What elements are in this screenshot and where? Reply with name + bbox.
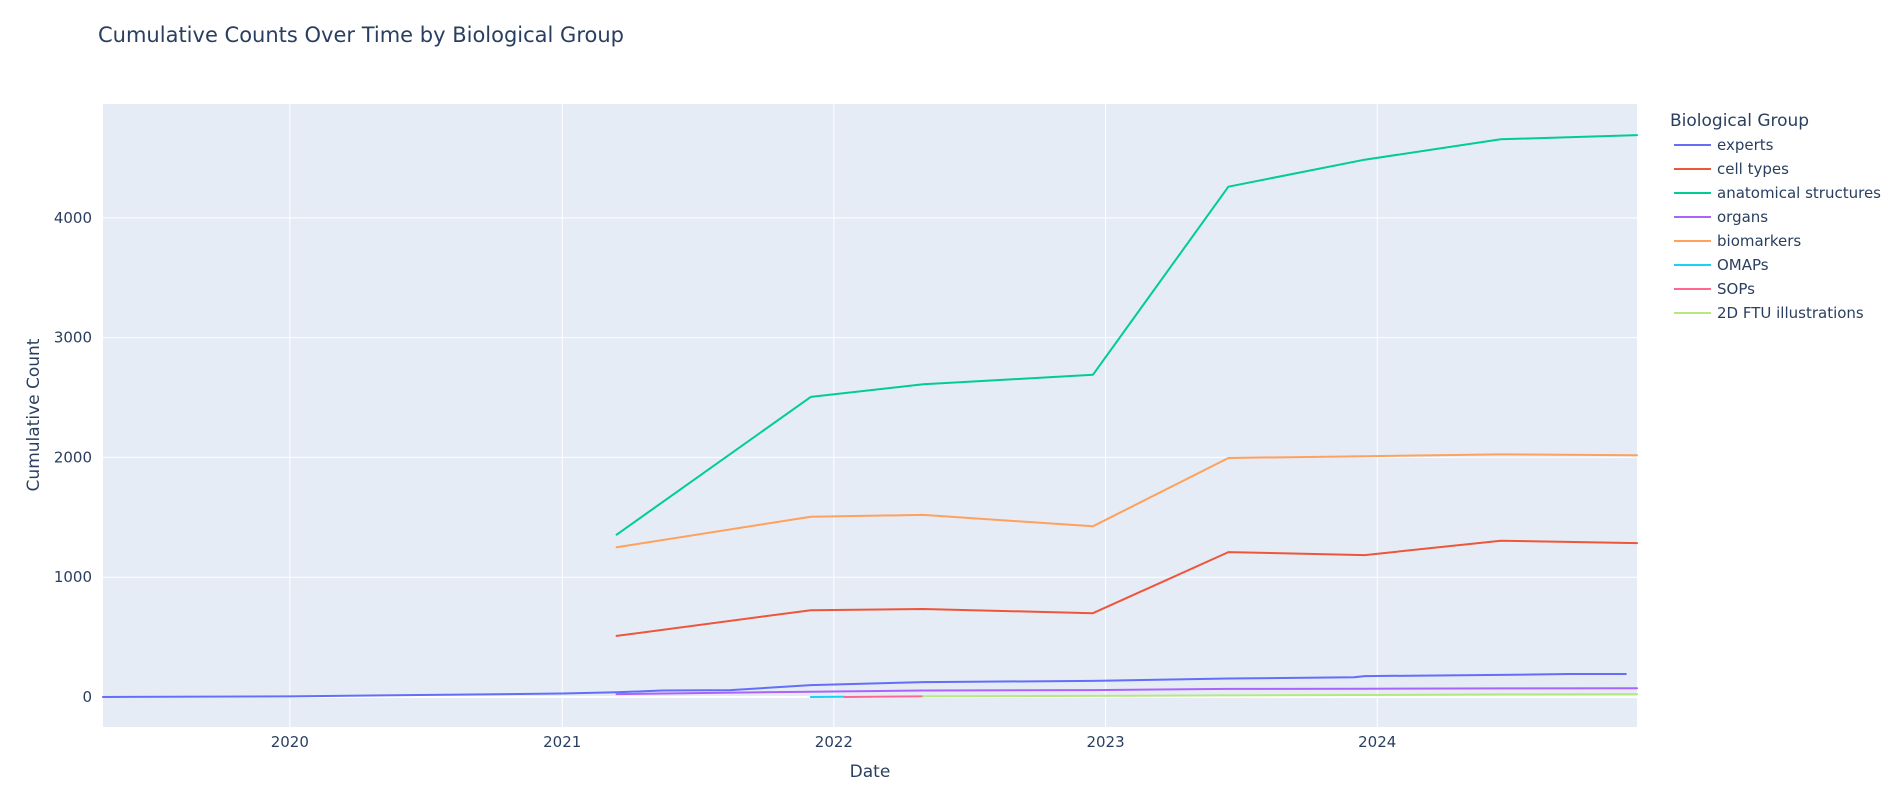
legend-item[interactable]: 2D FTU illustrations xyxy=(1674,304,1864,322)
y-tick-label: 4000 xyxy=(54,209,92,227)
y-tick-label: 1000 xyxy=(54,568,92,586)
legend-items[interactable]: experts cell types anatomical structures or… xyxy=(1674,136,1881,322)
x-tick-label: 2020 xyxy=(271,733,309,751)
y-tick-label: 3000 xyxy=(54,329,92,347)
series-line-sops[interactable] xyxy=(843,695,925,698)
x-tick-label: 2022 xyxy=(815,733,853,751)
series-line-2d-ftu-illustrations[interactable] xyxy=(922,693,1638,698)
legend-title: Biological Group xyxy=(1670,111,1809,131)
x-tick-label: 2024 xyxy=(1358,733,1396,751)
legend-item[interactable]: biomarkers xyxy=(1674,232,1801,250)
series-line-biomarkers[interactable] xyxy=(615,453,1638,549)
legend-label: OMAPs xyxy=(1717,256,1769,274)
legend-item[interactable]: SOPs xyxy=(1674,280,1755,298)
legend-item[interactable]: cell types xyxy=(1674,160,1789,178)
series-line-organs[interactable] xyxy=(615,687,1638,696)
legend-label: experts xyxy=(1717,136,1774,154)
legend[interactable]: Biological Group experts cell types anatom… xyxy=(1670,111,1881,322)
y-axis-title: Cumulative Count xyxy=(24,338,44,491)
legend-label: SOPs xyxy=(1717,280,1755,298)
x-axis-title: Date xyxy=(850,762,891,782)
x-tick-label: 2021 xyxy=(543,733,581,751)
legend-label: organs xyxy=(1717,208,1768,226)
x-tick-label: 2023 xyxy=(1086,733,1124,751)
series-line-anatomical-structures[interactable] xyxy=(615,134,1638,536)
series-lines xyxy=(102,134,1638,698)
legend-label: biomarkers xyxy=(1717,232,1801,250)
grid xyxy=(103,104,1637,727)
legend-label: anatomical structures xyxy=(1717,184,1881,202)
tick-labels: 0 1000 2000 3000 4000 2020 2021 2022 2023 2024 xyxy=(54,209,1397,751)
plot-area xyxy=(103,104,1637,727)
legend-item[interactable]: OMAPs xyxy=(1674,256,1769,274)
legend-label: cell types xyxy=(1717,160,1789,178)
legend-item[interactable]: experts xyxy=(1674,136,1774,154)
series-line-cell-types[interactable] xyxy=(615,539,1638,637)
series-line-experts[interactable] xyxy=(102,673,1627,698)
y-tick-label: 2000 xyxy=(54,448,92,466)
legend-label: 2D FTU illustrations xyxy=(1717,304,1864,322)
y-tick-label: 0 xyxy=(82,688,92,706)
legend-item[interactable]: anatomical structures xyxy=(1674,184,1881,202)
legend-item[interactable]: organs xyxy=(1674,208,1768,226)
chart-title: Cumulative Counts Over Time by Biologica… xyxy=(98,23,624,47)
